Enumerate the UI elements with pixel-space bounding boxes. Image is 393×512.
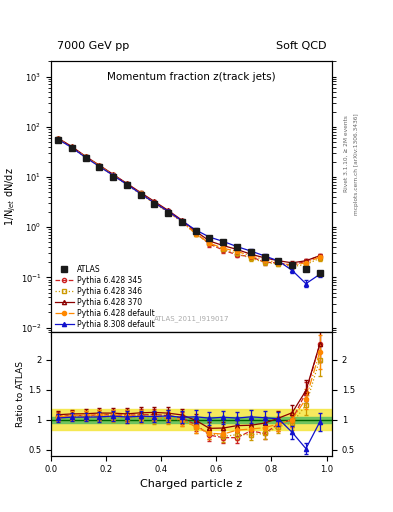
Text: Rivet 3.1.10, ≥ 2M events: Rivet 3.1.10, ≥ 2M events	[344, 115, 349, 192]
Text: Soft QCD: Soft QCD	[276, 40, 327, 51]
Text: mcplots.cern.ch [arXiv:1306.3436]: mcplots.cern.ch [arXiv:1306.3436]	[354, 113, 359, 215]
Y-axis label: Ratio to ATLAS: Ratio to ATLAS	[17, 361, 26, 427]
Text: ATLAS_2011_I919017: ATLAS_2011_I919017	[154, 315, 230, 322]
Legend: ATLAS, Pythia 6.428 345, Pythia 6.428 346, Pythia 6.428 370, Pythia 6.428 defaul: ATLAS, Pythia 6.428 345, Pythia 6.428 34…	[55, 265, 155, 329]
Y-axis label: 1/N$_{jet}$ dN/dz: 1/N$_{jet}$ dN/dz	[4, 167, 18, 226]
X-axis label: Charged particle z: Charged particle z	[140, 479, 243, 488]
Text: Momentum fraction z(track jets): Momentum fraction z(track jets)	[107, 72, 276, 82]
Text: 7000 GeV pp: 7000 GeV pp	[57, 40, 129, 51]
